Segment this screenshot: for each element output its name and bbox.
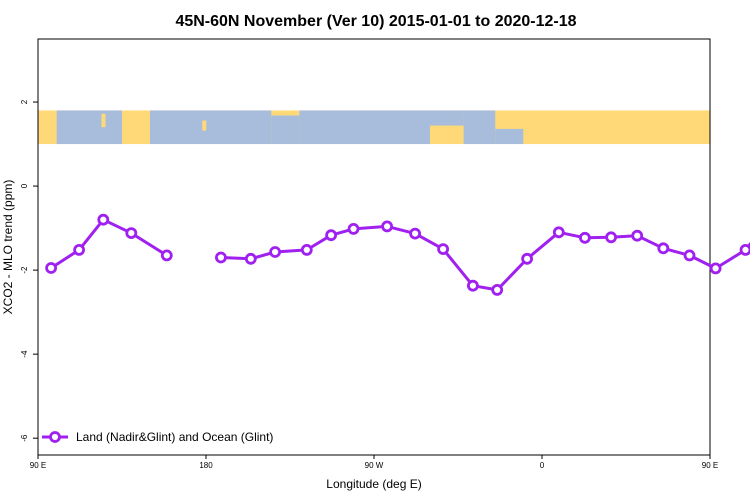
x-axis-label: Longitude (deg E)	[326, 477, 421, 491]
data-point	[214, 251, 227, 264]
data-point	[709, 262, 722, 275]
legend: Land (Nadir&Glint) and Ocean (Glint)	[42, 430, 273, 444]
series-line	[220, 224, 750, 292]
map-ocean	[299, 110, 430, 145]
data-point	[381, 220, 394, 233]
data-point	[409, 227, 422, 240]
data-point	[97, 213, 110, 226]
data-point	[45, 262, 57, 274]
data-point	[491, 283, 504, 296]
data-point	[521, 252, 533, 265]
data-point	[605, 231, 617, 244]
data-point	[466, 279, 479, 292]
legend-marker	[49, 431, 61, 443]
y-tick-label: -6	[20, 434, 29, 442]
data-point	[347, 222, 360, 235]
data-point	[244, 252, 257, 265]
plot-frame	[37, 38, 711, 456]
data-point	[73, 243, 85, 256]
data-point	[325, 229, 338, 242]
map-ocean	[430, 110, 464, 126]
data-point	[579, 231, 591, 244]
data-point	[125, 227, 138, 240]
data-point	[269, 246, 282, 258]
data-point	[160, 249, 173, 262]
x-tick-label: 90 E	[702, 461, 718, 470]
data-point	[683, 249, 696, 262]
series-line	[50, 218, 168, 270]
y-tick-label: 2	[20, 99, 29, 104]
series-layer	[45, 213, 750, 296]
x-tick-label: 180	[199, 461, 213, 470]
map-ocean	[463, 110, 496, 145]
data-point	[552, 226, 565, 239]
y-tick-label: -4	[20, 350, 29, 358]
world-map-band	[38, 110, 710, 145]
chart-title: 45N-60N November (Ver 10) 2015-01-01 to …	[175, 13, 576, 30]
map-island	[101, 113, 106, 128]
data-point	[657, 242, 670, 255]
y-tick-label: -2	[20, 266, 29, 274]
map-ocean	[495, 128, 524, 145]
map-ocean	[271, 115, 300, 145]
data-point	[739, 244, 750, 256]
map-island	[495, 113, 500, 126]
data-point	[300, 243, 313, 256]
x-tick-label: 90 W	[365, 461, 384, 470]
x-axis: 90 E 180 90 W 0 90 E	[30, 455, 718, 470]
map-ocean	[56, 110, 122, 145]
x-tick-label: 0	[540, 461, 545, 470]
data-point	[437, 243, 450, 256]
y-tick-label: 0	[20, 183, 29, 188]
y-axis: 2 0 -2 -4 -6	[20, 99, 38, 442]
x-tick-label: 90 E	[30, 461, 46, 470]
y-axis-label: XCO2 - MLO trend (ppm)	[1, 180, 15, 315]
legend-label: Land (Nadir&Glint) and Ocean (Glint)	[76, 430, 273, 444]
data-point	[631, 229, 644, 242]
map-island	[202, 120, 207, 131]
map-ocean	[150, 110, 272, 145]
